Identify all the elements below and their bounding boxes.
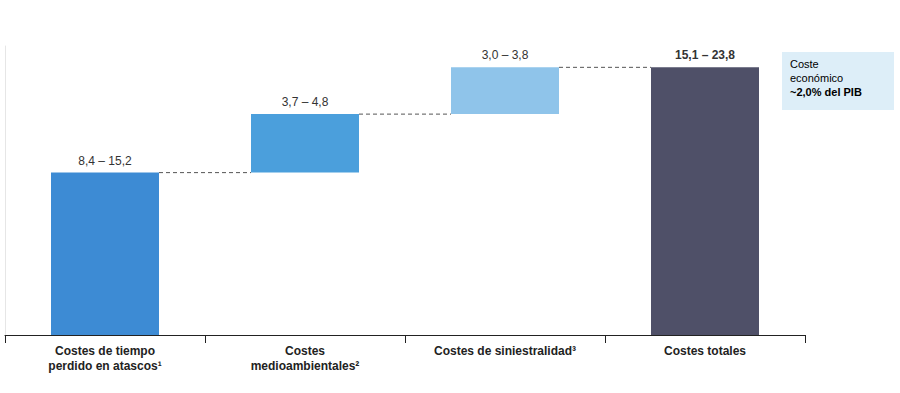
svg-text:15,1 – 23,8: 15,1 – 23,8 (675, 48, 735, 62)
svg-text:Costes: Costes (285, 344, 325, 358)
svg-text:económico: económico (790, 72, 843, 84)
svg-text:3,0 – 3,8: 3,0 – 3,8 (482, 48, 529, 62)
svg-text:~2,0% del PIB: ~2,0% del PIB (790, 86, 862, 98)
svg-text:medioambientales²: medioambientales² (251, 359, 360, 373)
svg-text:8,4 – 15,2: 8,4 – 15,2 (78, 154, 132, 168)
svg-text:Costes de tiempo: Costes de tiempo (55, 344, 155, 358)
svg-text:Costes de siniestralidad³: Costes de siniestralidad³ (434, 344, 576, 358)
svg-text:perdido en atascos¹: perdido en atascos¹ (48, 359, 161, 373)
svg-text:Costes totales: Costes totales (664, 344, 746, 358)
svg-text:3,7 – 4,8: 3,7 – 4,8 (282, 95, 329, 109)
svg-text:Coste: Coste (790, 58, 819, 70)
